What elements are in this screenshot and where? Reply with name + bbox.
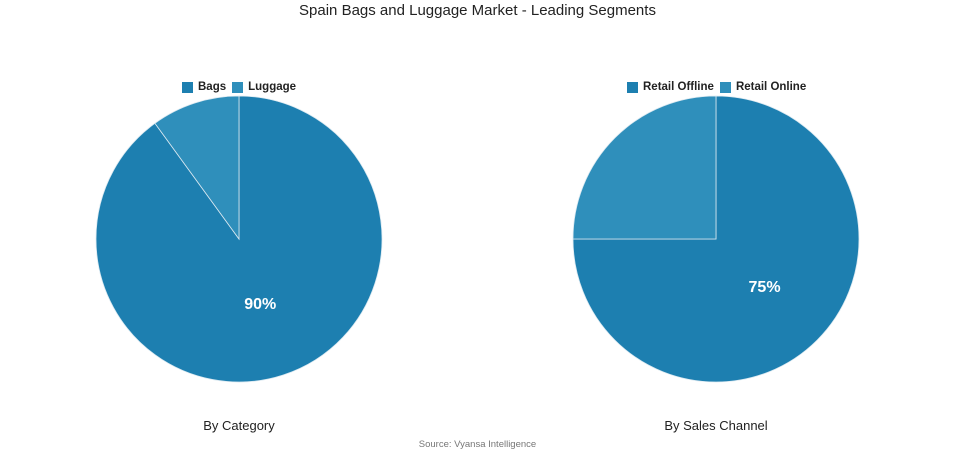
legend-label-bags: Bags	[198, 81, 227, 93]
chart-title: Spain Bags and Luggage Market - Leading …	[299, 2, 656, 19]
legend-item-retail-offline[interactable]: Retail Offline	[627, 81, 714, 93]
pie-label-bags: 90%	[244, 296, 276, 313]
legend-swatch-retail-online	[719, 81, 731, 93]
legend-label-retail-offline: Retail Offline	[643, 81, 714, 93]
legend-label-retail-online: Retail Online	[735, 81, 807, 93]
subtitle-sales-channel: By Sales Channel	[664, 418, 768, 433]
legend-swatch-bags	[182, 81, 193, 93]
subtitle-category: By Category	[203, 418, 275, 433]
pie-slice-luggage[interactable]	[154, 95, 240, 241]
legend-label-luggage: Luggage	[248, 81, 297, 93]
pie-chart-category: 90%	[95, 95, 383, 383]
pie-slice-retail-online[interactable]	[572, 95, 717, 240]
pie-label-retail-offline: 75%	[749, 279, 781, 296]
pie-chart-sales-channel: 75%	[572, 95, 860, 383]
legend-swatch-retail-offline	[627, 81, 638, 93]
legend-swatch-luggage	[232, 81, 244, 93]
legend-item-retail-online[interactable]: Retail Online	[719, 81, 807, 93]
legend-item-luggage[interactable]: Luggage	[232, 81, 296, 93]
legend-category: Bags Luggage	[182, 79, 296, 95]
legend-item-bags[interactable]: Bags	[182, 81, 226, 93]
pie-slice-retail-offline[interactable]	[572, 95, 860, 383]
source-note: Source: Vyansa Intelligence	[418, 439, 537, 450]
legend-sales-channel: Retail Offline Retail Online	[627, 79, 806, 95]
